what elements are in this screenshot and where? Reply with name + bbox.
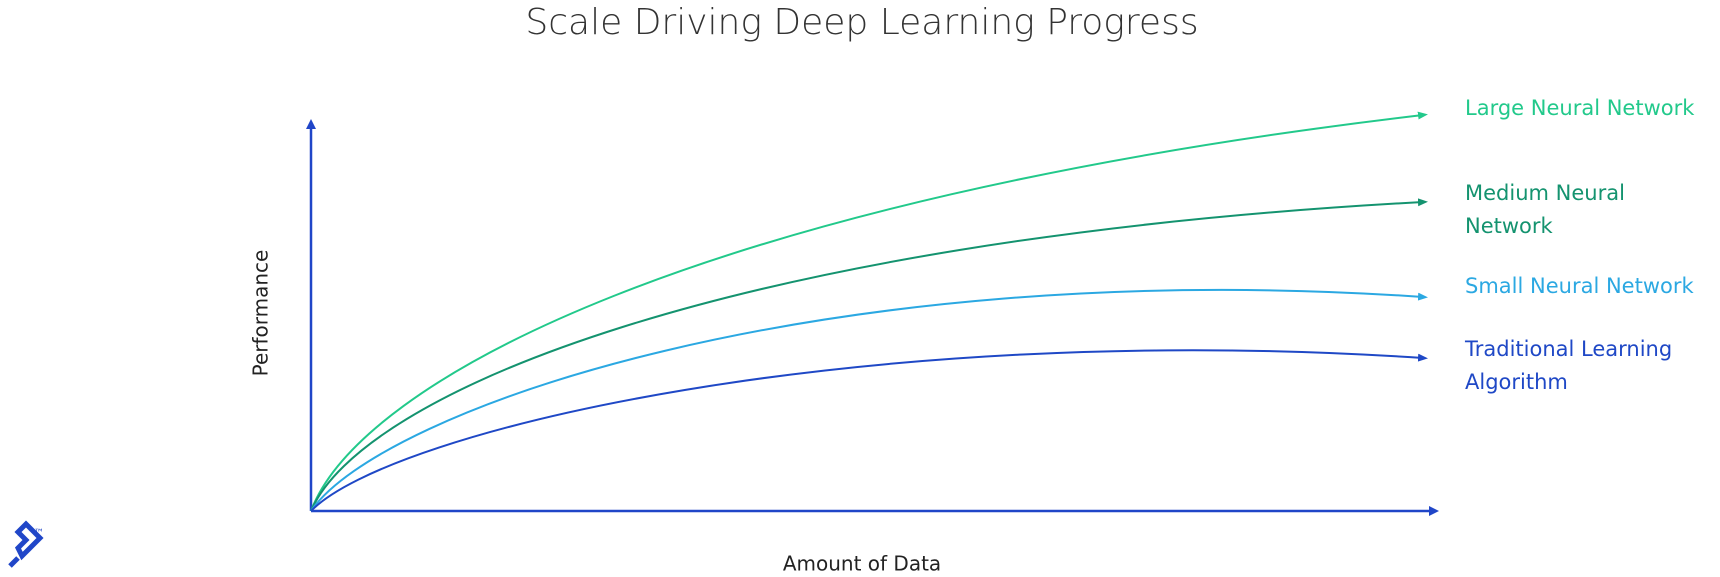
series-curve bbox=[310, 349, 1428, 512]
logo: ™ bbox=[8, 520, 44, 568]
legend-label: Small Neural Network bbox=[1465, 274, 1694, 298]
series-curve bbox=[310, 288, 1428, 512]
legend-label: Large Neural Network bbox=[1465, 96, 1695, 120]
legend-label: Traditional Learning Algorithm bbox=[1465, 337, 1673, 394]
series-curve bbox=[310, 198, 1428, 512]
svg-text:™: ™ bbox=[34, 528, 44, 539]
x-axis-label: Amount of Data bbox=[783, 552, 941, 576]
chart-title: Scale Driving Deep Learning Progress bbox=[525, 2, 1198, 43]
y-axis-label: Performance bbox=[249, 250, 273, 377]
series-curve bbox=[310, 111, 1428, 512]
legend-label: Medium Neural Network bbox=[1465, 181, 1625, 238]
